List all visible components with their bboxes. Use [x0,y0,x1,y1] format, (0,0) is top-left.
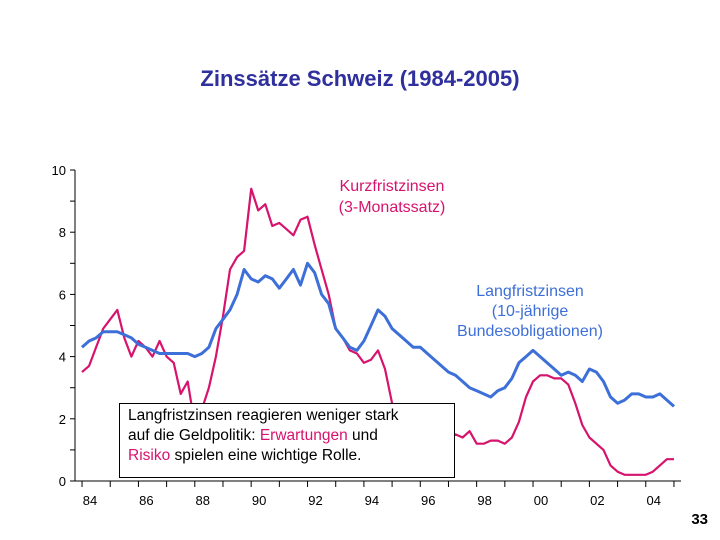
short-rate-label-line: Kurzfristzinsen [340,178,445,195]
note-line-1: Langfristzinsen reagieren weniger stark [128,407,399,424]
long-rate-label: Langfristzinsen (10-jährige Bundesobligati… [457,283,603,340]
chart-title: Zinssätze Schweiz (1984-2005) [200,66,519,91]
note-line-2-suffix: und [347,427,378,444]
note-highlight-risk: Risiko [128,447,171,464]
x-tick-label: 92 [308,493,322,508]
y-tick-label: 4 [59,350,66,365]
x-tick-label: 98 [477,493,491,508]
long-rate-label-line: (10-jährige [492,303,569,320]
x-tick-label: 02 [590,493,604,508]
note-line-2-prefix: auf die Geldpolitik: [128,427,260,444]
x-tick-label: 04 [647,493,661,508]
note-box: Langfristzinsen reagieren weniger stark … [119,403,455,478]
long-rate-line [81,261,675,408]
note-line-3-suffix: spielen eine wichtige Rolle. [170,447,362,464]
x-tick-label: 90 [252,493,266,508]
x-tick-label: 00 [534,493,548,508]
y-tick-label: 8 [59,225,66,240]
note-line-3: Risiko spielen eine wichtige Rolle. [128,446,446,466]
x-tick-label: 88 [196,493,210,508]
page-number: 33 [691,511,708,528]
short-rate-label: Kurzfristzinsen (3-Monatssatz) [339,178,446,216]
long-rate-label-line: Bundesobligationen) [457,323,603,340]
x-tick-label: 84 [83,493,97,508]
y-tick-label: 6 [59,287,66,302]
series-lines [81,187,675,476]
long-rate-label-line: Langfristzinsen [476,283,584,300]
x-tick-label: 94 [365,493,379,508]
y-tick-label: 2 [59,412,66,427]
short-rate-line [81,187,674,476]
short-rate-label-line: (3-Monatssatz) [339,199,446,216]
y-tick-label: 10 [52,163,66,178]
x-tick-label: 96 [421,493,435,508]
note-line-2: auf die Geldpolitik: Erwartungen und [128,426,446,446]
y-tick-label: 0 [59,474,66,489]
series-labels: Kurzfristzinsen (3-Monatssatz) Langfristzi… [339,178,603,340]
x-tick-label: 86 [139,493,153,508]
note-highlight-expectations: Erwartungen [259,427,348,444]
